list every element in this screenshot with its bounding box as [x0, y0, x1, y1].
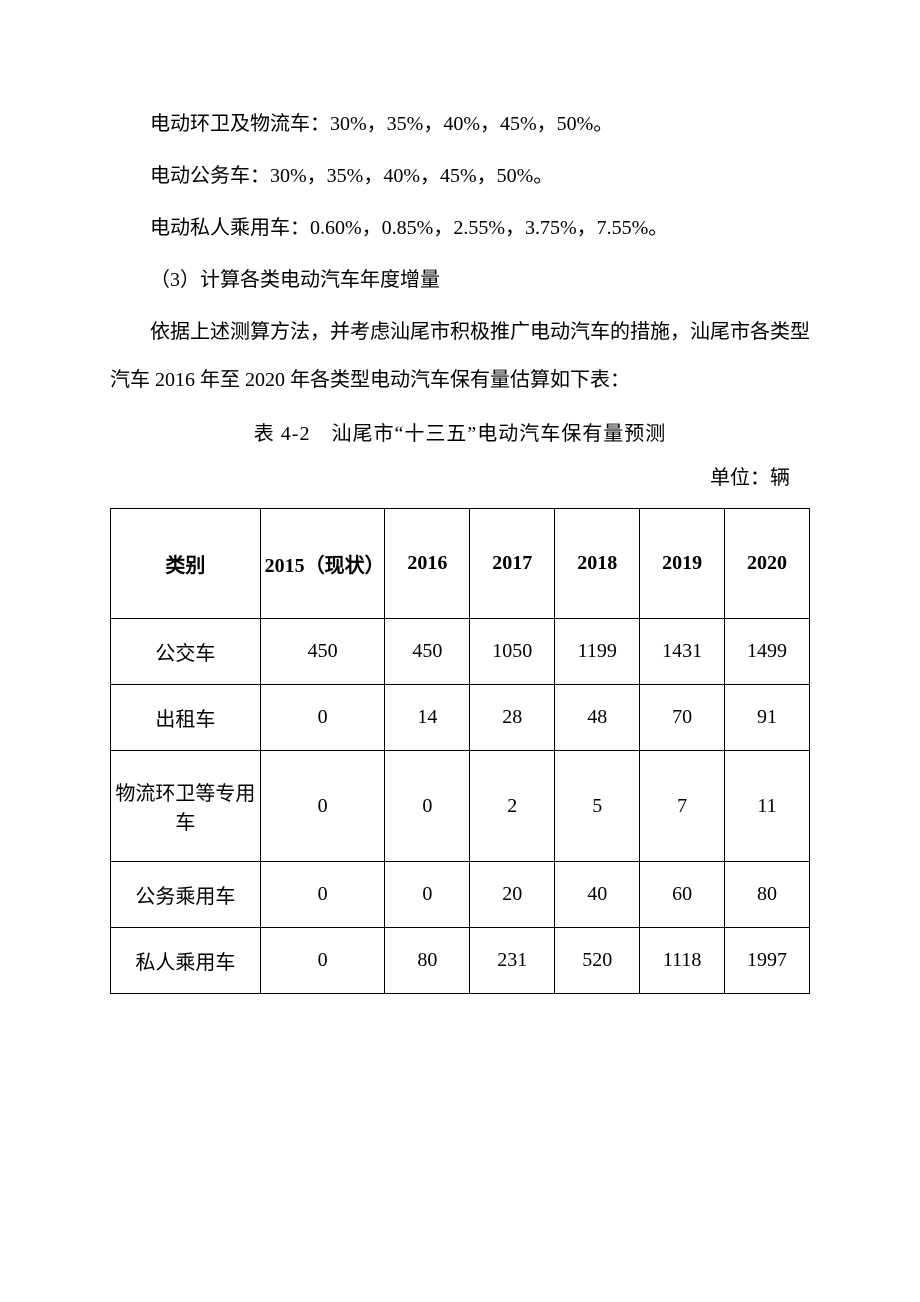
col-header-2018: 2018 [555, 509, 640, 619]
cell-value: 0 [260, 862, 385, 928]
cell-value: 28 [470, 685, 555, 751]
para-method: 依据上述测算方法，并考虑汕尾市积极推广电动汽车的措施，汕尾市各类型汽车 2016… [110, 308, 810, 404]
cell-value: 0 [260, 928, 385, 994]
cell-value: 5 [555, 751, 640, 862]
cell-value: 450 [385, 619, 470, 685]
para-section-3: （3）计算各类电动汽车年度增量 [110, 256, 810, 304]
cell-value: 0 [385, 862, 470, 928]
table-unit: 单位：辆 [110, 456, 810, 500]
cell-category: 公交车 [111, 619, 261, 685]
col-header-2020: 2020 [725, 509, 810, 619]
para-sanitation-logistics: 电动环卫及物流车：30%，35%，40%，45%，50%。 [110, 100, 810, 148]
para-private-inner: 电动私人乘用车：0.60%，0.85%，2.55%，3.75%，7.55%。 [150, 217, 668, 239]
col-header-category: 类别 [111, 509, 261, 619]
cell-category: 物流环卫等专用车 [111, 751, 261, 862]
cell-value: 520 [555, 928, 640, 994]
cell-value: 80 [725, 862, 810, 928]
para-official-vehicles: 电动公务车：30%，35%，40%，45%，50%。 [110, 152, 810, 200]
cell-value: 48 [555, 685, 640, 751]
table-row: 公交车4504501050119914311499 [111, 619, 810, 685]
cell-value: 60 [640, 862, 725, 928]
cell-value: 1499 [725, 619, 810, 685]
cell-value: 7 [640, 751, 725, 862]
table-title: 表 4-2 汕尾市“十三五”电动汽车保有量预测 [110, 412, 810, 456]
cell-category: 私人乘用车 [111, 928, 261, 994]
table-body: 公交车4504501050119914311499出租车01428487091物… [111, 619, 810, 994]
cell-value: 11 [725, 751, 810, 862]
cell-value: 91 [725, 685, 810, 751]
cell-value: 0 [385, 751, 470, 862]
col-header-2015: 2015（现状） [260, 509, 385, 619]
cell-category: 出租车 [111, 685, 261, 751]
cell-value: 40 [555, 862, 640, 928]
cell-value: 1431 [640, 619, 725, 685]
table-header-row: 类别 2015（现状） 2016 2017 2018 2019 2020 [111, 509, 810, 619]
col-header-2016: 2016 [385, 509, 470, 619]
cell-value: 1997 [725, 928, 810, 994]
ev-forecast-table: 类别 2015（现状） 2016 2017 2018 2019 2020 公交车… [110, 508, 810, 994]
cell-value: 450 [260, 619, 385, 685]
cell-value: 80 [385, 928, 470, 994]
cell-value: 20 [470, 862, 555, 928]
cell-value: 1199 [555, 619, 640, 685]
col-header-2017: 2017 [470, 509, 555, 619]
cell-value: 14 [385, 685, 470, 751]
cell-value: 1050 [470, 619, 555, 685]
cell-value: 1118 [640, 928, 725, 994]
table-row: 公务乘用车0020406080 [111, 862, 810, 928]
cell-value: 0 [260, 751, 385, 862]
col-header-2019: 2019 [640, 509, 725, 619]
cell-value: 231 [470, 928, 555, 994]
cell-value: 2 [470, 751, 555, 862]
cell-category: 公务乘用车 [111, 862, 261, 928]
para-private-vehicles: 电动私人乘用车：0.60%，0.85%，2.55%，3.75%，7.55%。 [110, 204, 810, 252]
table-row: 出租车01428487091 [111, 685, 810, 751]
cell-value: 0 [260, 685, 385, 751]
table-row: 私人乘用车08023152011181997 [111, 928, 810, 994]
table-row: 物流环卫等专用车0025711 [111, 751, 810, 862]
cell-value: 70 [640, 685, 725, 751]
